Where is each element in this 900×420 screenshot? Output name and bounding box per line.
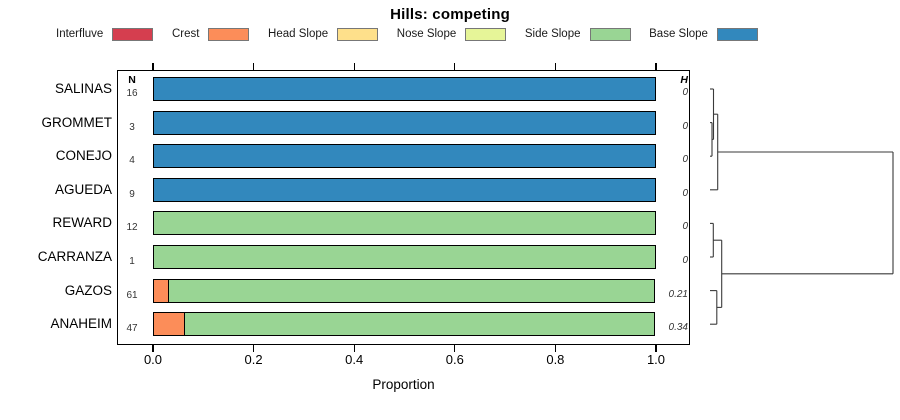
- axis-tick: [655, 63, 657, 70]
- bar-segment-side-slope: [168, 278, 655, 303]
- n-value: 1: [129, 256, 135, 267]
- bar-segment-base-slope: [153, 77, 656, 101]
- legend-swatch: [716, 27, 758, 41]
- n-value: 61: [126, 289, 138, 301]
- legend-swatch: [337, 27, 379, 41]
- bar-segment-side-slope: [153, 245, 656, 269]
- axis-tick: [353, 345, 355, 352]
- bar-grommet: [153, 110, 656, 135]
- h-value: 0: [682, 120, 688, 132]
- row-label-grommet: GROMMET: [41, 114, 113, 130]
- bar-segment-base-slope: [153, 144, 656, 169]
- n-value: 4: [129, 155, 135, 167]
- legend-label: Nose Slope: [396, 28, 457, 40]
- legend-item-crest: Crest: [171, 27, 250, 41]
- legend-swatch: [465, 27, 507, 41]
- axis-tick: [152, 63, 154, 70]
- axis-tick-label: 0.2: [244, 352, 263, 367]
- n-value: 3: [129, 121, 135, 133]
- h-value: 0: [682, 187, 688, 199]
- h-value: 0: [682, 255, 688, 266]
- n-value: 12: [126, 222, 138, 234]
- legend-label: Side Slope: [524, 28, 581, 40]
- legend-label: Interfluve: [56, 28, 104, 40]
- row-label-anaheim: ANAHEIM: [50, 316, 112, 332]
- axis-tick: [554, 345, 556, 352]
- h-column-header: H: [680, 74, 688, 86]
- legend-swatch: [112, 27, 154, 41]
- n-value: 9: [129, 188, 135, 200]
- bar-segment-crest: [153, 278, 170, 303]
- axis-tick: [454, 63, 456, 70]
- x-axis-title: Proportion: [372, 377, 435, 392]
- row-label-agueda: AGUEDA: [54, 181, 112, 197]
- axis-tick-label: 0.0: [143, 352, 163, 367]
- h-value: 0.34: [668, 322, 688, 334]
- legend-label: Base Slope: [649, 28, 708, 40]
- legend-item-head-slope: Head Slope: [268, 27, 379, 41]
- axis-tick: [152, 345, 154, 352]
- chart-title: Hills: competing: [390, 6, 510, 23]
- bar-segment-base-slope: [153, 177, 656, 202]
- n-value: 16: [126, 88, 138, 99]
- bar-segment-side-slope: [153, 211, 656, 236]
- axis-tick: [554, 63, 556, 70]
- bar-gazos: [153, 278, 655, 303]
- h-value: 0: [682, 87, 688, 98]
- row-label-reward: REWARD: [52, 215, 113, 231]
- axis-tick-label: 0.8: [546, 352, 565, 367]
- h-value: 0: [682, 221, 688, 233]
- bar-anaheim: [153, 312, 655, 337]
- legend-label: Head Slope: [268, 28, 329, 40]
- bar-reward: [153, 211, 656, 236]
- legend-label: Crest: [171, 28, 200, 40]
- row-label-conejo: CONEJO: [55, 148, 112, 164]
- legend-item-interfluve: Interfluve: [56, 27, 154, 41]
- axis-tick: [655, 345, 657, 352]
- bar-carranza: [153, 245, 656, 269]
- bar-conejo: [153, 144, 656, 169]
- h-value: 0.21: [668, 288, 688, 300]
- legend-item-side-slope: Side Slope: [524, 27, 631, 41]
- bar-segment-base-slope: [153, 110, 656, 135]
- bar-segment-crest: [153, 312, 186, 337]
- n-value: 47: [126, 323, 138, 335]
- bar-segment-side-slope: [183, 312, 655, 337]
- axis-tick: [353, 63, 355, 70]
- axis-tick-label: 0.6: [445, 352, 464, 367]
- axis-tick: [454, 345, 456, 352]
- legend-item-base-slope: Base Slope: [649, 27, 758, 41]
- n-column-header: N: [128, 74, 136, 86]
- bar-salinas: [153, 77, 656, 101]
- dendrogram: [710, 88, 894, 325]
- legend-item-nose-slope: Nose Slope: [396, 27, 507, 41]
- axis-tick-label: 0.4: [345, 352, 364, 367]
- bar-agueda: [153, 177, 656, 202]
- row-label-gazos: GAZOS: [64, 282, 112, 298]
- axis-tick: [253, 345, 255, 352]
- legend: Interfluve Crest Head Slope Nose Slope Side …: [56, 26, 758, 42]
- row-label-carranza: CARRANZA: [37, 249, 112, 264]
- legend-swatch: [208, 27, 250, 41]
- row-label-salinas: SALINAS: [54, 81, 112, 96]
- h-value: 0: [682, 154, 688, 166]
- axis-tick-label: 1.0: [646, 352, 666, 367]
- axis-tick: [253, 63, 255, 70]
- legend-swatch: [589, 27, 631, 41]
